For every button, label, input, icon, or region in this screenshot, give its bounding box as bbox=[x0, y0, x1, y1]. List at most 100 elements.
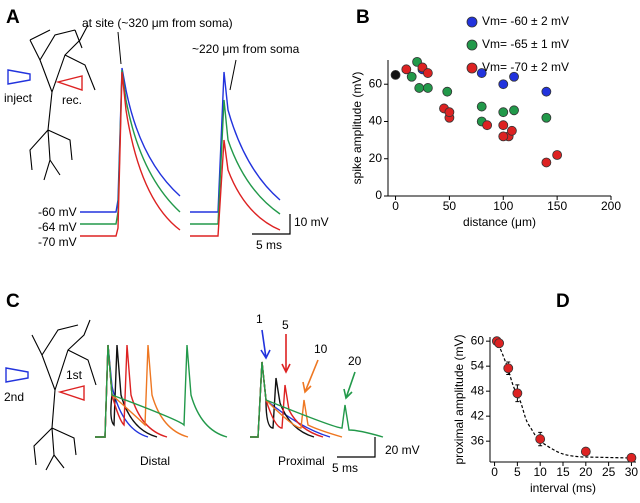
y-axis-label: spike amplitude (mV) bbox=[350, 72, 364, 185]
point bbox=[541, 112, 552, 123]
annotation: ~220 μm from soma bbox=[192, 42, 300, 56]
panel-label: B bbox=[356, 7, 370, 28]
point bbox=[476, 68, 487, 78]
trace bbox=[190, 99, 281, 225]
annotation: 1st bbox=[66, 368, 83, 382]
legend-label: Vm= -70 ± 2 mV bbox=[482, 60, 569, 74]
point bbox=[626, 452, 637, 463]
x-tick-label: 150 bbox=[547, 199, 567, 213]
trace bbox=[250, 361, 384, 438]
scale-label: 20 mV bbox=[385, 443, 420, 457]
y-tick-label: 40 bbox=[369, 114, 383, 128]
x-axis-label: interval (ms) bbox=[530, 481, 596, 495]
annotation: 2nd bbox=[4, 390, 24, 404]
x-tick-label: 10 bbox=[534, 465, 548, 479]
scale-bar bbox=[337, 437, 376, 458]
x-tick-label: 0 bbox=[491, 465, 498, 479]
point bbox=[422, 68, 433, 78]
annotation: inject bbox=[4, 91, 33, 105]
y-tick-label: 54 bbox=[471, 358, 485, 372]
neuron bbox=[29, 24, 96, 181]
point bbox=[498, 79, 509, 90]
baseline-label: -70 mV bbox=[38, 235, 77, 249]
annotation: rec. bbox=[62, 93, 82, 107]
y-tick-label: 36 bbox=[471, 433, 485, 447]
interval-label: 20 bbox=[348, 354, 362, 368]
baseline-label: -60 mV bbox=[38, 205, 77, 219]
electrode bbox=[55, 75, 83, 91]
x-tick-label: 5 bbox=[514, 465, 521, 479]
electrode bbox=[57, 385, 85, 401]
point bbox=[498, 107, 509, 118]
point bbox=[498, 120, 509, 131]
panel-label: A bbox=[6, 7, 20, 28]
x-tick-label: 25 bbox=[602, 465, 616, 479]
y-tick-label: 20 bbox=[369, 151, 383, 165]
neuron bbox=[31, 319, 97, 471]
pointer bbox=[117, 31, 122, 65]
point bbox=[390, 70, 401, 80]
trace bbox=[190, 71, 281, 213]
point bbox=[414, 83, 425, 93]
x-tick-label: 30 bbox=[625, 465, 639, 479]
point bbox=[406, 71, 417, 82]
x-tick-label: 15 bbox=[556, 465, 570, 479]
interval-label: 10 bbox=[314, 342, 328, 356]
panel-label: D bbox=[556, 291, 570, 312]
legend-label: Vm= -60 ± 2 mV bbox=[482, 14, 569, 28]
point bbox=[444, 107, 455, 118]
interval-label: 1 bbox=[256, 312, 263, 326]
y-axis-label: proximal amplitude (mV) bbox=[452, 334, 466, 464]
scale-label: 5 ms bbox=[256, 238, 282, 252]
y-tick-label: 0 bbox=[375, 188, 382, 202]
electrode bbox=[5, 367, 29, 383]
point bbox=[442, 86, 453, 97]
x-tick-label: 0 bbox=[392, 199, 399, 213]
arrows bbox=[260, 329, 356, 400]
point bbox=[494, 338, 505, 349]
panel-label: C bbox=[6, 291, 20, 312]
x-tick-label: 200 bbox=[601, 199, 621, 213]
legend-marker bbox=[466, 62, 478, 74]
electrode bbox=[7, 69, 31, 85]
point bbox=[541, 86, 552, 97]
interval-label: 5 bbox=[282, 318, 289, 332]
y-tick-label: 60 bbox=[471, 333, 485, 347]
x-tick-label: 20 bbox=[579, 465, 593, 479]
x-tick-label: 50 bbox=[443, 199, 457, 213]
point bbox=[401, 64, 412, 75]
point bbox=[580, 446, 591, 457]
point bbox=[552, 150, 563, 160]
x-axis-label: distance (μm) bbox=[463, 215, 536, 229]
annotation: at site (~320 μm from soma) bbox=[82, 16, 233, 30]
trace-label: Proximal bbox=[278, 454, 325, 468]
point bbox=[503, 363, 514, 374]
point bbox=[422, 83, 433, 93]
point bbox=[509, 71, 519, 82]
legend-label: Vm= -65 ± 1 mV bbox=[482, 37, 569, 51]
y-tick-label: 48 bbox=[471, 383, 485, 397]
trace-label: Distal bbox=[140, 454, 170, 468]
pointer bbox=[229, 59, 237, 91]
trace bbox=[80, 69, 181, 225]
legend-marker bbox=[466, 16, 478, 28]
point bbox=[506, 125, 517, 136]
y-tick-label: 60 bbox=[369, 76, 383, 90]
trace bbox=[80, 71, 181, 237]
scale-label: 5 ms bbox=[332, 461, 358, 475]
x-tick-label: 100 bbox=[493, 199, 513, 213]
trace bbox=[190, 139, 281, 237]
point bbox=[509, 105, 519, 116]
trace bbox=[80, 67, 181, 213]
point bbox=[535, 434, 546, 444]
fit-curve bbox=[494, 340, 632, 459]
point bbox=[512, 388, 523, 399]
trace bbox=[95, 344, 228, 438]
point bbox=[476, 101, 487, 112]
trace bbox=[95, 344, 149, 438]
point bbox=[498, 131, 509, 142]
point bbox=[541, 157, 552, 168]
point bbox=[482, 120, 493, 131]
scale-label: 10 mV bbox=[294, 215, 329, 229]
